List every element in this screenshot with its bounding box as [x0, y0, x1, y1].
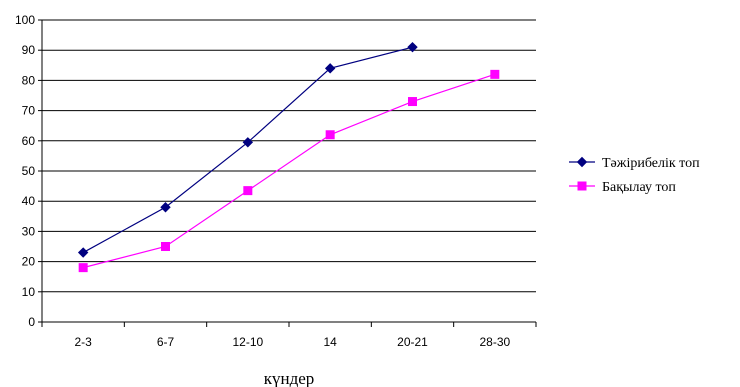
gridlines [42, 19, 536, 293]
y-tick-label: 70 [22, 104, 36, 118]
y-tick-label: 60 [22, 134, 36, 148]
data-point [490, 69, 500, 79]
legend-item: Бақылау топ [569, 180, 676, 195]
series-line [83, 73, 496, 269]
data-point [78, 263, 88, 273]
data-point [408, 97, 417, 107]
y-tick-label: 40 [22, 194, 36, 208]
legend-label: Бақылау топ [602, 180, 676, 195]
x-axis-ticks: 2-3 6-7 12-10 14 20-21 28-30 [41, 322, 537, 349]
data-point [325, 130, 335, 140]
data-point [160, 202, 171, 213]
x-tick-label: 2-3 [74, 335, 92, 349]
data-point [407, 41, 418, 53]
x-axis-title: күндер [264, 369, 315, 387]
y-tick-label: 10 [22, 285, 36, 299]
y-tick-label: 20 [22, 255, 36, 269]
y-tick-label: 0 [28, 315, 35, 329]
data-point [243, 186, 253, 196]
data-point [161, 242, 170, 251]
series-group [77, 41, 500, 273]
series-line [82, 46, 413, 254]
y-tick-label: 100 [15, 13, 35, 27]
x-tick-label: 28-30 [479, 335, 510, 349]
x-tick-label: 6-7 [157, 335, 175, 349]
series-1 [77, 41, 418, 258]
legend-item: Тәжірибелік топ [569, 156, 700, 171]
series-2 [78, 69, 500, 273]
data-point [242, 137, 254, 148]
legend-marker [577, 181, 587, 191]
y-tick-label: 90 [22, 43, 36, 57]
x-tick-label: 12-10 [232, 335, 263, 349]
x-tick-label: 14 [323, 335, 337, 349]
legend-marker [576, 156, 588, 168]
y-tick-label: 50 [22, 164, 36, 178]
y-tick-label: 30 [22, 224, 36, 238]
data-point [324, 63, 336, 74]
y-axis-ticks: 0 10 20 30 40 50 60 70 80 90 100 [15, 13, 42, 329]
legend-label: Тәжірибелік топ [602, 156, 700, 171]
legend: Тәжірибелік топ Бақылау топ [569, 156, 700, 195]
data-point [77, 247, 89, 258]
y-tick-label: 80 [22, 73, 36, 87]
x-tick-label: 20-21 [397, 335, 428, 349]
